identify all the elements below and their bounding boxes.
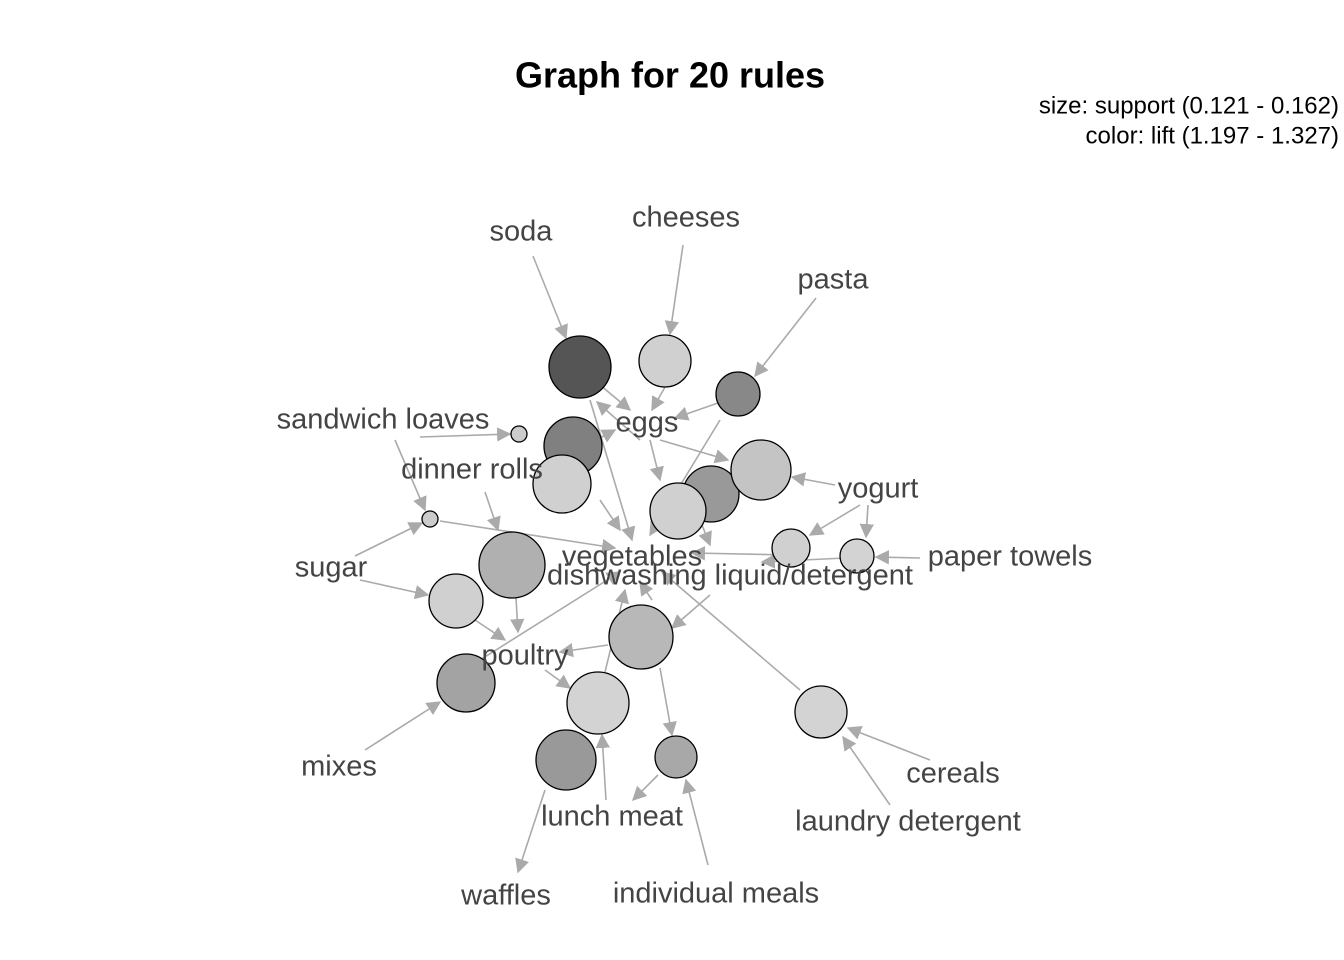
rule-node [794,685,848,739]
item-label: cereals [906,758,1000,790]
edge [474,619,507,641]
rule-node [638,334,692,388]
edge [599,429,617,443]
rule-node [548,335,612,399]
legend-size: size: support (0.121 - 0.162) [1039,92,1339,119]
item-label: dinner rolls [401,454,543,486]
rule-node [532,454,592,514]
edge [544,669,572,689]
rule-node [730,439,792,501]
rule-node [478,531,546,599]
rules [421,334,875,791]
item-label: paper towels [928,541,1092,573]
rule-node [510,425,528,443]
edge [532,255,568,340]
edge [670,594,711,629]
item-label: sandwich loaves [277,404,490,436]
item-label: individual meals [613,878,819,910]
item-label: pasta [798,264,870,296]
item-label: sugar [295,552,368,584]
edge [439,520,617,554]
legend-color: color: lift (1.197 - 1.327) [1086,122,1339,149]
edge [639,580,654,601]
edge [808,504,861,536]
rule-node [654,735,698,779]
rule-node [428,573,484,629]
edge [595,401,641,441]
rule-node [421,510,439,528]
rule-node [566,671,630,735]
edge [394,439,427,512]
edge [364,701,442,751]
edge [419,427,512,442]
edge [874,550,921,565]
edge [842,735,891,806]
edge [790,472,836,487]
edge [515,789,546,874]
edge [651,386,666,412]
item-label: laundry detergent [795,806,1021,838]
item-label: dishwashing liquid/detergent [547,560,913,592]
edge [631,774,659,802]
item-label: waffles [460,880,551,912]
edge [359,579,430,600]
edge [510,597,525,634]
edge [660,571,801,691]
item-label: cheeses [632,202,740,234]
edge [659,439,730,464]
edge [599,384,632,411]
rule-node [608,604,674,670]
edge [479,571,622,661]
item-label: eggs [616,407,679,439]
edge [859,504,874,539]
rule-node [839,538,875,574]
edge [682,778,709,866]
item-label: poultry [481,640,569,672]
title: Graph for 20 rules [515,55,825,96]
rule-node [771,528,811,568]
rule-node [649,482,707,540]
rule-node [436,653,496,713]
edge [354,522,424,557]
item-label: mixes [301,751,377,783]
labels: soda cheeses pasta sandwich loaves eggs dinne… [277,202,1093,912]
edge [484,491,501,532]
edge [599,499,621,532]
edge [664,244,684,336]
rule-node [715,371,761,417]
edge [754,297,817,378]
item-label: yogurt [838,473,919,505]
edge [649,439,664,482]
edge [673,402,719,421]
edge [589,399,636,542]
item-label: lunch meat [541,801,683,833]
edge [558,643,609,658]
edge [595,733,610,801]
edge [659,667,677,737]
item-label: vegetables [562,541,702,573]
item-label: soda [490,216,554,248]
rule-node [535,729,597,791]
edge [846,726,931,761]
